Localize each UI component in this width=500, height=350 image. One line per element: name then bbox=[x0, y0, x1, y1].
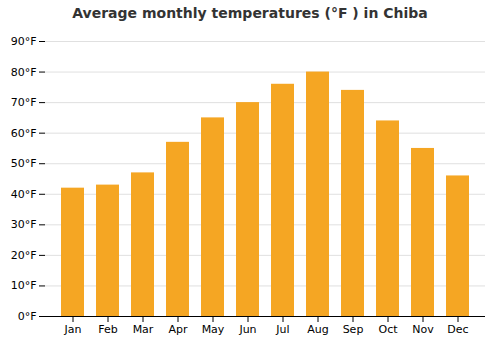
svg-text:80°F: 80°F bbox=[11, 66, 37, 79]
svg-text:Jul: Jul bbox=[275, 323, 289, 336]
svg-text:Jun: Jun bbox=[238, 323, 256, 336]
svg-text:50°F: 50°F bbox=[11, 157, 37, 170]
svg-text:May: May bbox=[202, 323, 225, 336]
svg-text:30°F: 30°F bbox=[11, 218, 37, 231]
svg-text:Feb: Feb bbox=[98, 323, 117, 336]
html-text:Average monthly temperatures (: Average monthly temperatures (°F ) in Ch… bbox=[72, 5, 428, 21]
svg-text:Jan: Jan bbox=[64, 323, 82, 336]
svg-text:Apr: Apr bbox=[168, 323, 188, 336]
svg-text:0°F: 0°F bbox=[18, 310, 37, 323]
svg-text:70°F: 70°F bbox=[11, 96, 37, 109]
svg-text:Sep: Sep bbox=[343, 323, 364, 336]
svg-text:Dec: Dec bbox=[447, 323, 468, 336]
svg-text:Aug: Aug bbox=[307, 323, 328, 336]
svg-text:60°F: 60°F bbox=[11, 127, 37, 140]
svg-text:Oct: Oct bbox=[378, 323, 398, 336]
svg-text:20°F: 20°F bbox=[11, 249, 37, 262]
svg-text:Mar: Mar bbox=[133, 323, 154, 336]
svg-text:10°F: 10°F bbox=[11, 279, 37, 292]
svg-text:40°F: 40°F bbox=[11, 188, 37, 201]
svg-text:90°F: 90°F bbox=[11, 35, 37, 48]
svg-text:Nov: Nov bbox=[412, 323, 434, 336]
